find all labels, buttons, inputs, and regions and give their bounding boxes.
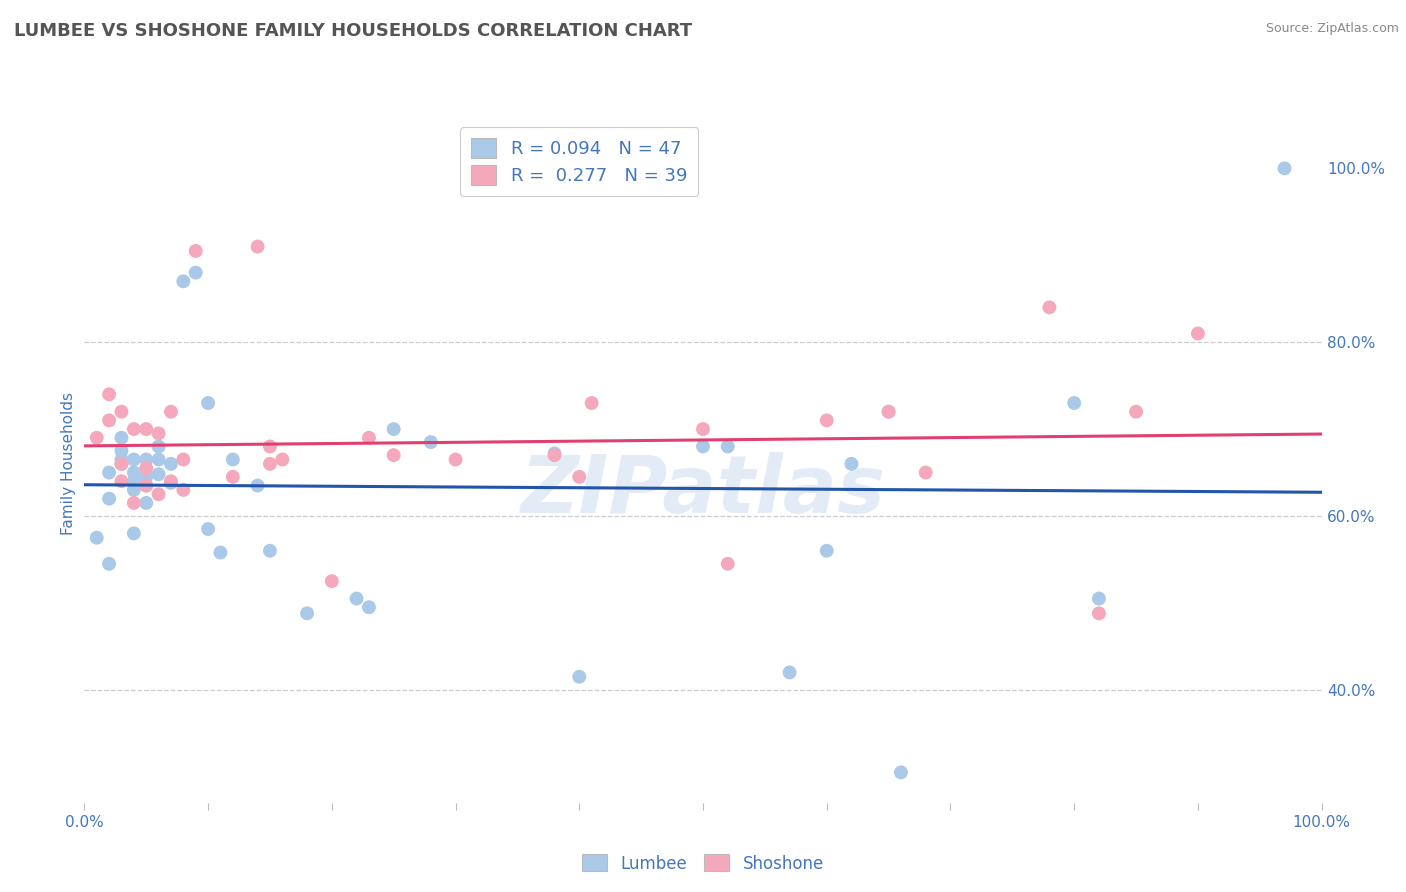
Point [172,274,194,288]
Point [160,405,183,419]
Point [815,543,838,558]
Point [543,446,565,460]
Point [148,426,170,441]
Point [357,431,380,445]
Point [122,526,145,541]
Point [346,591,368,606]
Point [717,557,740,571]
Point [110,431,132,445]
Point [1274,161,1296,176]
Point [1187,326,1209,341]
Point [246,239,269,253]
Point [98,413,121,427]
Point [148,487,170,501]
Text: ZIPatlas: ZIPatlas [520,452,886,530]
Point [568,670,591,684]
Point [815,413,838,427]
Point [122,452,145,467]
Point [197,396,219,410]
Point [890,765,912,780]
Text: Source: ZipAtlas.com: Source: ZipAtlas.com [1265,22,1399,36]
Point [877,405,900,419]
Point [259,457,281,471]
Point [568,470,591,484]
Point [321,574,343,589]
Point [148,452,170,467]
Point [184,266,207,280]
Point [135,470,157,484]
Point [419,435,441,450]
Point [122,496,145,510]
Point [160,457,183,471]
Point [135,452,157,467]
Point [184,244,207,258]
Point [382,422,405,436]
Point [444,452,467,467]
Point [1063,396,1085,410]
Point [1088,591,1111,606]
Point [122,422,145,436]
Point [110,474,132,488]
Point [148,440,170,454]
Point [1038,301,1060,315]
Point [271,452,294,467]
Point [110,443,132,458]
Point [197,522,219,536]
Text: LUMBEE VS SHOSHONE FAMILY HOUSEHOLDS CORRELATION CHART: LUMBEE VS SHOSHONE FAMILY HOUSEHOLDS COR… [14,22,692,40]
Point [222,470,245,484]
Point [717,440,740,454]
Legend: R = 0.094   N = 47, R =  0.277   N = 39: R = 0.094 N = 47, R = 0.277 N = 39 [460,128,699,196]
Point [98,466,121,480]
Point [122,483,145,497]
Point [172,452,194,467]
Point [135,478,157,492]
Point [135,496,157,510]
Point [110,405,132,419]
Point [295,607,318,621]
Point [110,457,132,471]
Point [222,452,245,467]
Point [692,422,714,436]
Point [1125,405,1147,419]
Point [160,475,183,490]
Point [382,448,405,462]
Point [148,467,170,482]
Point [209,545,232,559]
Point [259,543,281,558]
Point [86,531,108,545]
Point [98,491,121,506]
Point [779,665,801,680]
Point [259,440,281,454]
Point [877,405,900,419]
Point [543,448,565,462]
Point [98,387,121,401]
Point [135,478,157,492]
Point [86,431,108,445]
Point [841,457,863,471]
Point [98,557,121,571]
Point [160,474,183,488]
Point [110,457,132,471]
Y-axis label: Family Households: Family Households [60,392,76,535]
Point [246,478,269,492]
Point [172,483,194,497]
Point [135,461,157,475]
Point [135,422,157,436]
Legend: Lumbee, Shoshone: Lumbee, Shoshone [575,847,831,880]
Point [357,600,380,615]
Point [581,396,603,410]
Point [122,466,145,480]
Point [1088,607,1111,621]
Point [122,474,145,488]
Point [914,466,936,480]
Point [692,440,714,454]
Point [110,452,132,467]
